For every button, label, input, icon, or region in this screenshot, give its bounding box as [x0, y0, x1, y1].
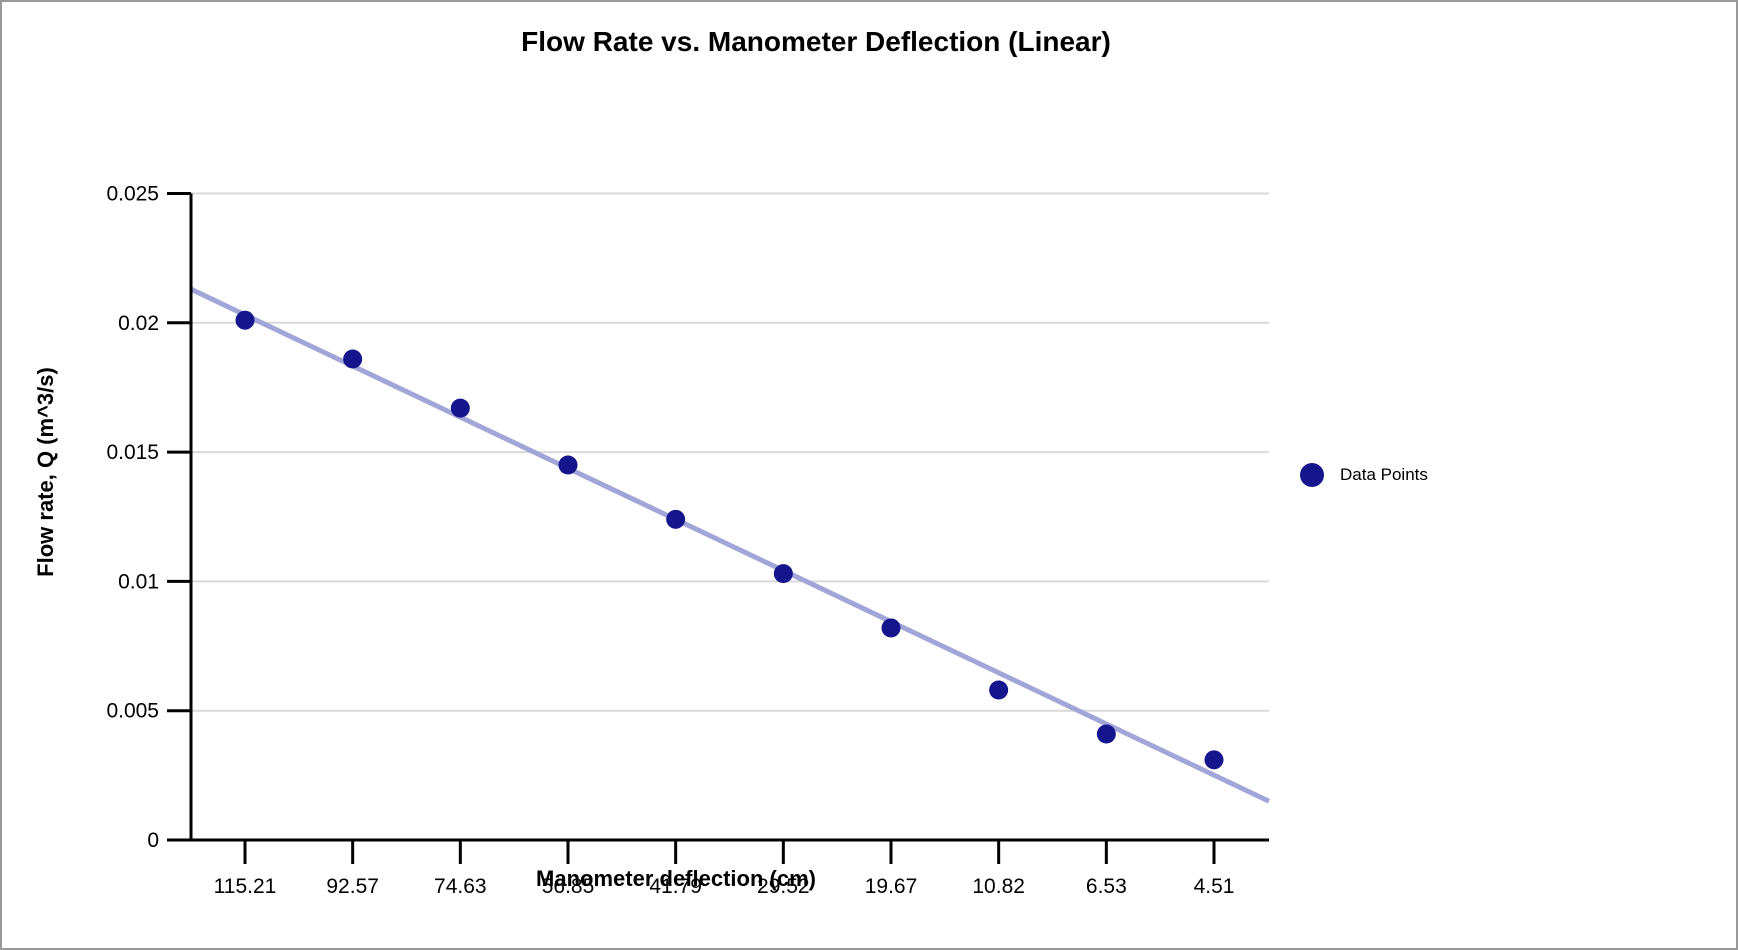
y-tick-label: 0.01: [118, 570, 159, 593]
legend: Data Points: [1300, 463, 1428, 487]
y-tick-label: 0.025: [106, 183, 159, 206]
data-point: [666, 509, 686, 529]
y-tick-label: 0.015: [106, 441, 159, 464]
data-point: [450, 398, 470, 418]
data-point: [558, 455, 578, 475]
y-tick-label: 0: [147, 829, 159, 852]
data-point: [773, 564, 793, 584]
x-tick-label: 10.82: [972, 875, 1025, 898]
legend-label: Data Points: [1340, 465, 1428, 484]
y-tick-label: 0.02: [118, 312, 159, 335]
y-tick-label: 0.005: [106, 700, 159, 723]
x-axis-title: Manometer deflection (cm): [536, 866, 816, 891]
data-point: [343, 349, 363, 369]
data-point: [235, 310, 255, 330]
x-tick-label: 6.53: [1086, 875, 1127, 898]
legend-marker-circle: [1300, 463, 1324, 487]
x-tick-label: 56.85: [542, 875, 595, 898]
x-tick-label: 29.52: [757, 875, 810, 898]
x-tick-label: 115.21: [214, 875, 277, 898]
x-tick-label: 4.51: [1194, 875, 1235, 898]
data-point: [1204, 750, 1224, 770]
data-point: [1096, 724, 1116, 744]
x-tick-label: 92.57: [326, 875, 379, 898]
x-tick-label: 74.63: [434, 875, 487, 898]
x-tick-label: 41.79: [649, 875, 702, 898]
data-point: [881, 618, 901, 638]
x-tick-label: 19.67: [865, 875, 918, 898]
trendline: [189, 286, 1271, 804]
chart-title: Flow Rate vs. Manometer Deflection (Line…: [521, 26, 1111, 57]
data-point: [989, 680, 1009, 700]
